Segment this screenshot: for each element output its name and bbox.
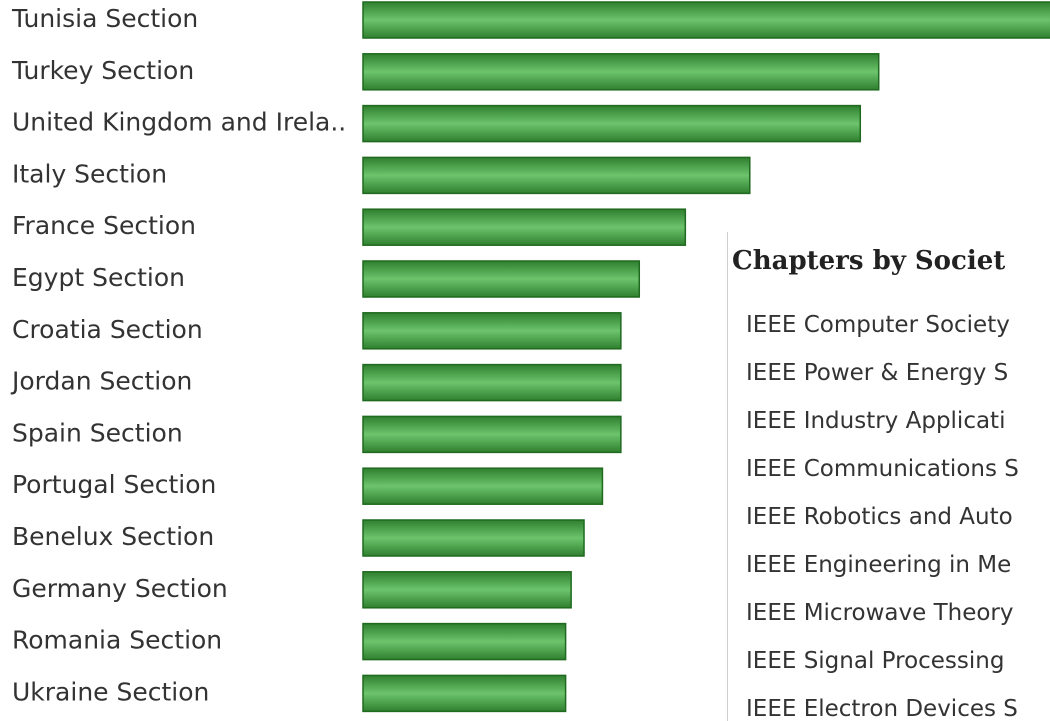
- row-label: Benelux Section: [12, 522, 214, 551]
- row-label: Germany Section: [12, 574, 228, 603]
- row-label: Turkey Section: [11, 56, 194, 85]
- row-label: Spain Section: [12, 418, 183, 447]
- society-item[interactable]: IEEE Engineering in Me: [746, 552, 1012, 578]
- bar: [362, 622, 567, 661]
- society-panel: Chapters by Societ IEEE Computer Society…: [727, 232, 1050, 721]
- bar: [362, 415, 622, 454]
- bar: [362, 260, 641, 298]
- bar: [362, 208, 687, 246]
- society-item[interactable]: IEEE Power & Energy S: [746, 360, 1009, 386]
- society-item[interactable]: IEEE Signal Processing: [746, 648, 1005, 674]
- bar: [362, 53, 880, 91]
- bar: [362, 674, 567, 713]
- society-item[interactable]: IEEE Communications S: [746, 456, 1019, 482]
- row-label: Croatia Section: [12, 315, 203, 344]
- row-label: Tunisia Section: [11, 4, 198, 33]
- bar: [362, 104, 862, 143]
- panel-title: Chapters by Societ: [732, 246, 1006, 276]
- row-label: Romania Section: [12, 626, 222, 655]
- bar: [362, 519, 585, 557]
- society-item[interactable]: IEEE Microwave Theory: [746, 600, 1014, 626]
- bar: [362, 571, 572, 609]
- bar: [362, 363, 622, 402]
- row-label: Portugal Section: [12, 470, 216, 499]
- bar: [362, 312, 622, 350]
- society-item[interactable]: IEEE Electron Devices S: [746, 696, 1018, 721]
- society-item[interactable]: IEEE Industry Applicati: [746, 408, 1006, 434]
- row-label: Italy Section: [12, 159, 167, 188]
- bar: [362, 1, 1050, 39]
- society-item[interactable]: IEEE Robotics and Auto: [746, 504, 1013, 530]
- row-label: Ukraine Section: [12, 677, 209, 706]
- bar: [362, 156, 751, 195]
- row-label: France Section: [12, 211, 196, 240]
- row-label: United Kingdom and Irela..: [12, 108, 346, 137]
- row-label: Egypt Section: [12, 263, 185, 292]
- society-item[interactable]: IEEE Computer Society: [746, 312, 1010, 338]
- row-label: Jordan Section: [10, 367, 192, 396]
- bar: [362, 467, 604, 505]
